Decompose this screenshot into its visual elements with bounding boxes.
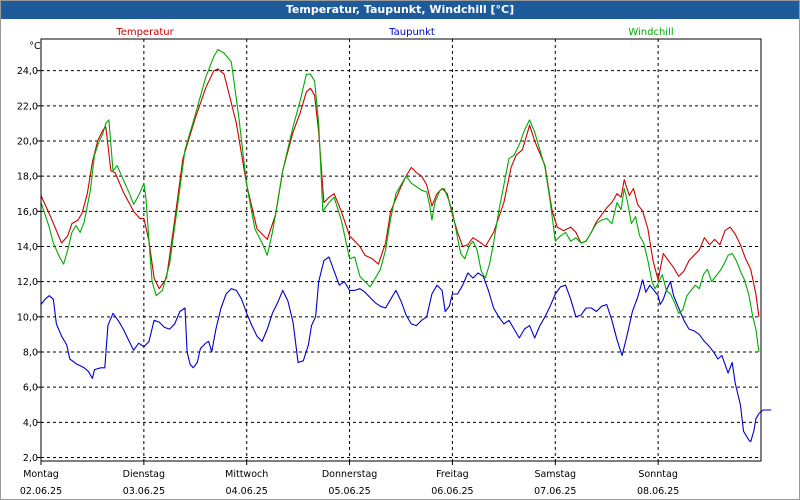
y-tick-label: 24,0	[17, 66, 38, 77]
y-axis-unit-label: °C	[29, 41, 41, 52]
y-tick-label: 6,0	[23, 383, 38, 394]
x-tick-day-label: Freitag	[436, 469, 469, 480]
legend-entry-temperatur: Temperatur	[115, 27, 174, 38]
chart-title: Temperatur, Taupunkt, Windchill [°C]	[1, 1, 799, 19]
x-tick-date-label: 07.06.25	[534, 486, 576, 497]
x-tick-day-label: Samstag	[534, 469, 576, 480]
x-tick-date-label: 06.06.25	[431, 486, 473, 497]
x-tick-day-label: Mittwoch	[225, 469, 268, 480]
plot-border	[40, 38, 762, 462]
x-tick-day-label: Sonntag	[638, 469, 677, 480]
series-line-taupunkt	[40, 256, 772, 443]
legend-entry-windchill: Windchill	[628, 27, 673, 38]
series-line-temperatur	[40, 68, 760, 317]
y-tick-label: 18,0	[17, 172, 38, 183]
x-tick-day-label: Dienstag	[123, 469, 165, 480]
series-line-windchill	[40, 49, 760, 353]
x-tick-date-label: 08.06.25	[637, 486, 679, 497]
y-tick-label: 14,0	[17, 242, 38, 253]
x-tick-date-label: 03.06.25	[123, 486, 165, 497]
y-tick-label: 10,0	[17, 312, 38, 323]
x-tick-date-label: 05.06.25	[328, 486, 370, 497]
plot-area	[41, 39, 761, 461]
x-tick-date-label: 04.06.25	[226, 486, 268, 497]
y-tick-label: 16,0	[17, 207, 38, 218]
y-tick-label: 4,0	[23, 418, 38, 429]
x-tick-day-label: Donnerstag	[322, 469, 377, 480]
x-tick-day-label: Montag	[23, 469, 59, 480]
x-tick-date-label: 02.06.25	[20, 486, 62, 497]
y-tick-label: 2,0	[23, 453, 38, 464]
y-tick-label: 22,0	[17, 101, 38, 112]
y-tick-label: 12,0	[17, 277, 38, 288]
legend-entry-taupunkt: Taupunkt	[388, 27, 435, 38]
y-tick-label: 20,0	[17, 136, 38, 147]
y-tick-label: 8,0	[23, 347, 38, 358]
